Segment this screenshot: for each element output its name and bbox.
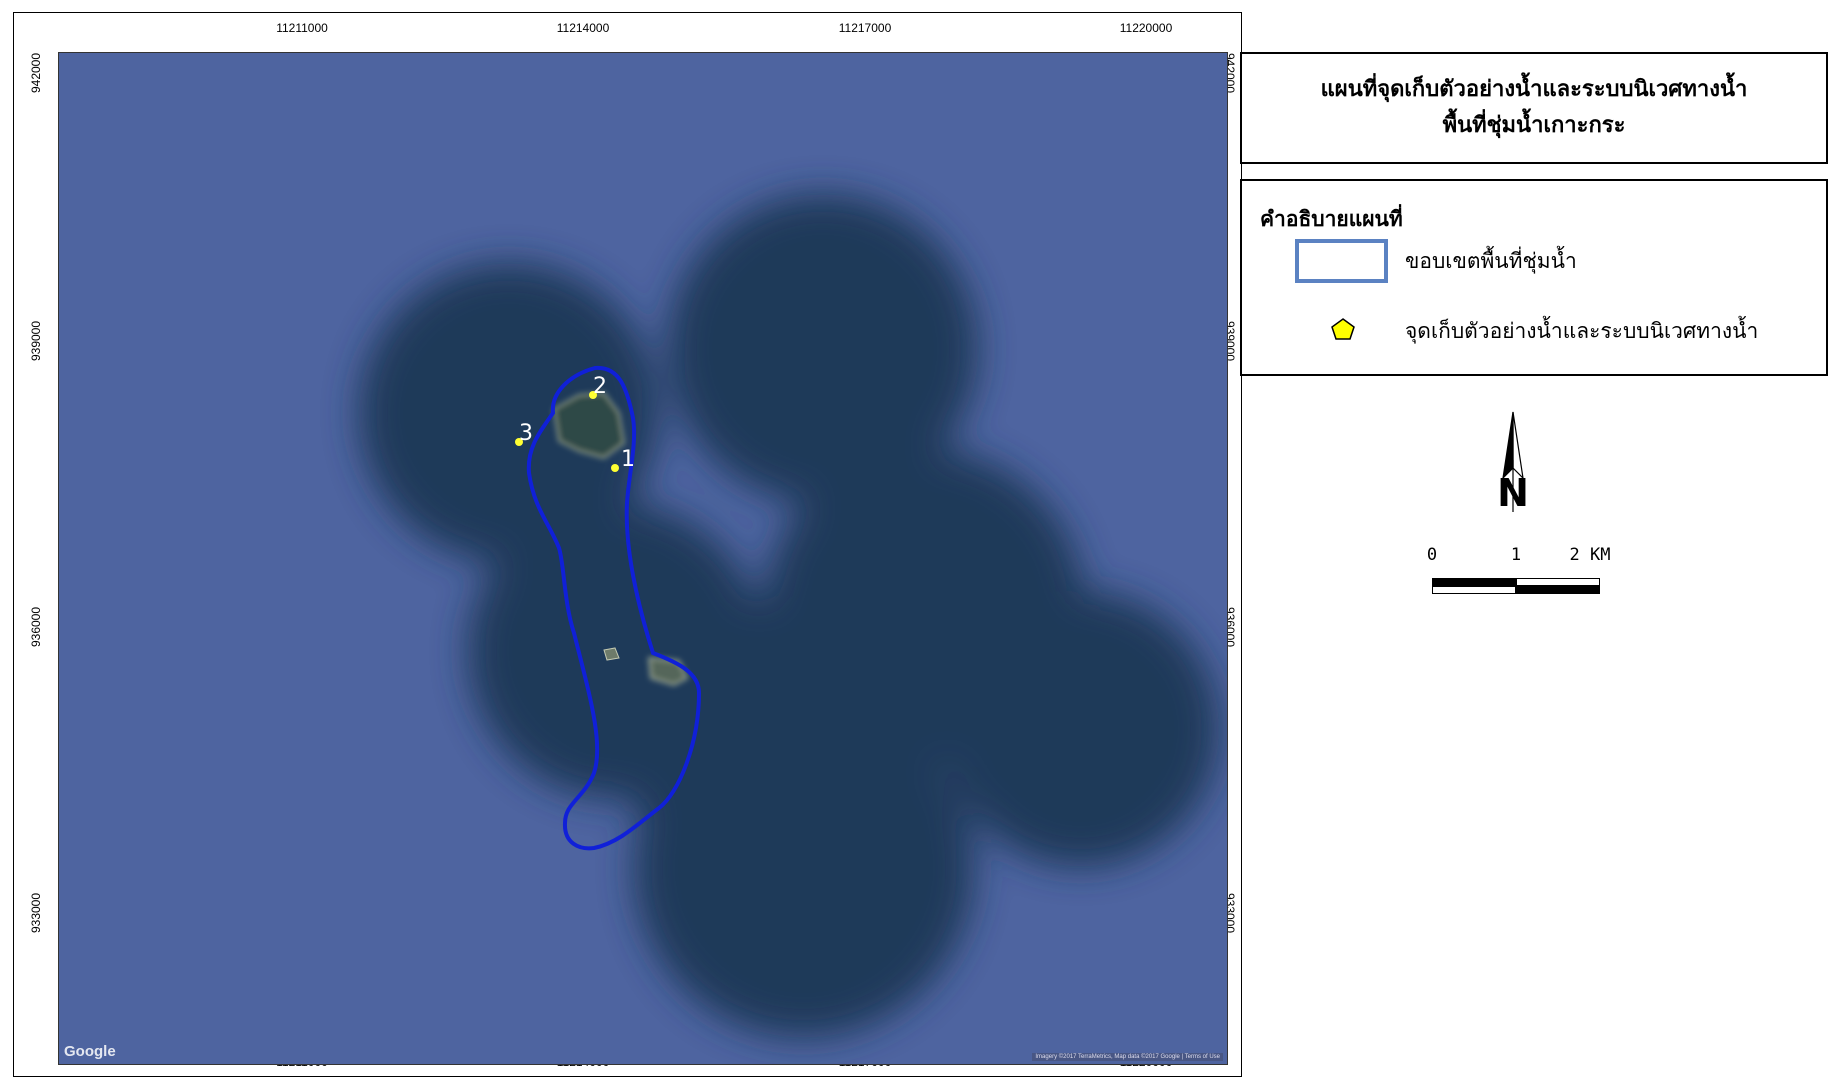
reef-area — [943, 591, 1219, 867]
island-islet — [603, 647, 620, 661]
legend-heading: คำอธิบายแผนที่ — [1260, 207, 1403, 231]
y-tick-left: 936000 — [29, 606, 43, 648]
scale-segment — [1432, 586, 1516, 594]
scale-segment — [1432, 578, 1516, 586]
sample-point-label: 1 — [621, 447, 635, 472]
map-title-box: แผนที่จุดเก็บตัวอย่างน้ำและระบบนิเวศทางน… — [1240, 52, 1828, 164]
satellite-map[interactable]: 1 2 3 Google Imagery ©2017 TerraMetrics,… — [58, 52, 1228, 1065]
north-arrow-icon: N — [1497, 411, 1529, 515]
map-frame: 11211000 11214000 11217000 11220000 1121… — [13, 12, 1242, 1077]
x-tick-top: 11211000 — [276, 21, 328, 35]
scale-label-2: 2 KM — [1569, 545, 1611, 565]
wetland-boundary — [526, 365, 702, 851]
scale-segment — [1516, 586, 1600, 594]
boundary-swatch — [1295, 239, 1388, 283]
island-north — [553, 392, 625, 459]
scale-segment — [1516, 578, 1600, 586]
y-tick-left: 933000 — [29, 892, 43, 934]
sample-point-2[interactable]: 2 — [589, 374, 607, 399]
sample-point-marker — [515, 438, 523, 446]
x-tick-top: 11220000 — [1119, 21, 1173, 35]
sample-point-1[interactable]: 1 — [611, 447, 635, 472]
x-tick-top: 11217000 — [838, 21, 892, 35]
y-tick-left: 939000 — [29, 320, 43, 362]
map-attribution[interactable]: Imagery ©2017 TerraMetrics, Map data ©20… — [1032, 1053, 1223, 1061]
y-tick-left: 942000 — [29, 52, 43, 94]
sample-point-label: 2 — [593, 374, 607, 399]
legend-sample-label: จุดเก็บตัวอย่างน้ำและระบบนิเวศทางน้ำ — [1405, 319, 1759, 343]
x-tick-top: 11214000 — [556, 21, 610, 35]
map-title-line1: แผนที่จุดเก็บตัวอย่างน้ำและระบบนิเวศทางน… — [1320, 77, 1748, 102]
google-logo: Google — [64, 1043, 116, 1060]
sample-point-marker — [589, 391, 597, 399]
north-label: N — [1497, 471, 1529, 515]
scale-bar: 0 1 2 KM — [1426, 545, 1610, 615]
sample-point-marker — [611, 464, 619, 472]
reef-area — [668, 194, 978, 504]
reef-area — [359, 263, 659, 563]
map-canvas: 1 2 3 — [59, 53, 1227, 1064]
legend-box: คำอธิบายแผนที่ ขอบเขตพื้นที่ชุ่มน้ำ จุดเ… — [1240, 179, 1828, 376]
map-title-line2: พื้นที่ชุ่มน้ำเกาะกระ — [1442, 113, 1626, 138]
scale-label-1: 1 — [1510, 545, 1522, 565]
reef-area — [605, 595, 865, 855]
scale-label-0: 0 — [1426, 545, 1438, 565]
sample-point-3[interactable]: 3 — [515, 421, 533, 446]
legend-boundary-label: ขอบเขตพื้นที่ชุ่มน้ำ — [1405, 249, 1577, 273]
pentagon-icon — [1331, 318, 1355, 340]
sample-point-label: 3 — [519, 421, 533, 446]
reef-shadow-areas — [359, 194, 1219, 1038]
